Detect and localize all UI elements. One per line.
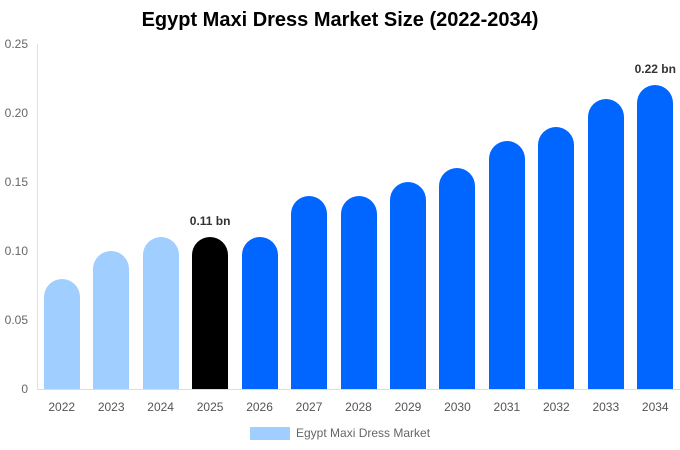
bar-2032[interactable] — [538, 126, 575, 389]
x-tick-label: 2030 — [444, 400, 471, 414]
bar-2030[interactable] — [439, 168, 476, 389]
bar-2026[interactable] — [241, 237, 278, 389]
y-tick-label: 0 — [21, 382, 28, 396]
data-label: 0.11 bn — [189, 214, 231, 229]
x-tick-label: 2032 — [542, 400, 570, 414]
x-tick-label: 2022 — [48, 400, 76, 414]
bar-2025[interactable] — [192, 237, 229, 389]
x-tick-label: 2034 — [641, 400, 669, 414]
x-tick-label: 2027 — [295, 400, 323, 414]
x-tick-label: 2029 — [394, 400, 422, 414]
y-tick-label: 0.10 — [4, 244, 28, 258]
y-tick-label: 0.25 — [4, 37, 28, 51]
bar-2028[interactable] — [340, 195, 377, 389]
bar-2034[interactable] — [637, 85, 674, 389]
x-tick-label: 2028 — [345, 400, 372, 414]
x-tick-label: 2031 — [493, 400, 521, 414]
x-tick-label: 2033 — [592, 400, 620, 414]
y-tick-label: 0.15 — [4, 175, 28, 189]
x-tick-label: 2026 — [246, 400, 273, 414]
x-axis-line — [37, 389, 680, 390]
x-tick-label: 2024 — [147, 400, 174, 414]
y-axis-line — [37, 44, 38, 389]
chart-title: Egypt Maxi Dress Market Size (2022-2034) — [141, 9, 539, 31]
data-label: 0.22 bn — [634, 62, 676, 77]
y-tick-label: 0.05 — [4, 313, 28, 327]
bar-2023[interactable] — [93, 251, 130, 389]
bar-2031[interactable] — [488, 140, 525, 389]
bar-2022[interactable] — [43, 278, 80, 389]
bar-2024[interactable] — [142, 237, 179, 389]
bar-2029[interactable] — [389, 182, 426, 389]
bar-2027[interactable] — [291, 195, 328, 389]
x-tick-label: 2023 — [97, 400, 125, 414]
legend-swatch — [250, 426, 290, 440]
bar-2033[interactable] — [587, 99, 624, 389]
y-tick-label: 0.20 — [4, 106, 28, 120]
legend-label: Egypt Maxi Dress Market — [296, 426, 431, 440]
legend[interactable]: Egypt Maxi Dress Market — [250, 426, 430, 440]
x-tick-label: 2025 — [196, 400, 224, 414]
